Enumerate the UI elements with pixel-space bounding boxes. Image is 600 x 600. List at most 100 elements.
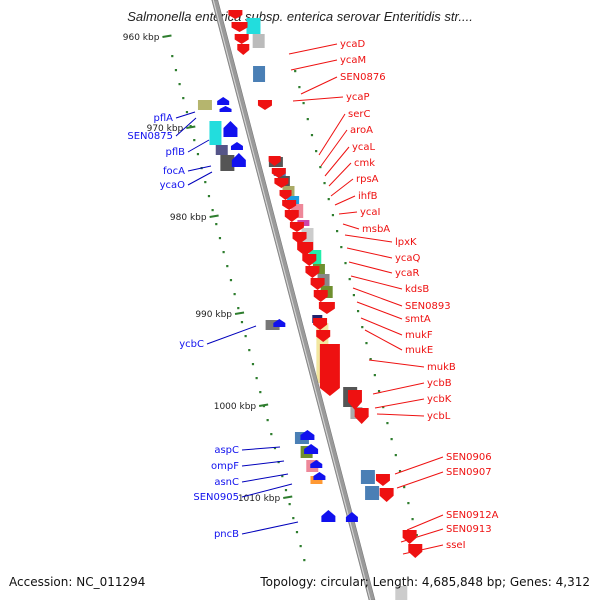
ruler-dot [207,195,211,198]
reverse-gene-arrow [305,266,320,278]
reverse-label-leader [368,359,425,368]
reverse-label-leader [402,544,444,555]
reverse-gene-label: ycbL [427,411,451,422]
ruler-major-tick [186,125,196,129]
forward-gene-arrow [345,512,358,522]
reverse-gene-label: ycbK [427,394,452,405]
feature-block [215,145,228,155]
feature-block [209,121,222,145]
reverse-gene-label: msbA [362,224,390,235]
forward-gene-label: ompF [211,461,239,472]
forward-label-leader [241,446,281,451]
forward-gene-arrow [313,472,326,480]
gene-labels: ycaD ycaM SEN0876 ycaP serC aroA ycaL cmk rpsA ih… [127,39,499,555]
reverse-label-leader [290,59,338,71]
reverse-gene-label: ycaM [340,55,366,66]
reverse-label-leader [320,129,348,167]
forward-gene-label: asnC [214,477,239,488]
ruler-dot [174,69,178,72]
ruler-dot [233,293,236,296]
ruler-dot-right [315,150,318,153]
ruler-dot [204,181,207,184]
reverse-label-leader [372,382,425,395]
forward-label-leader [241,473,289,483]
forward-gene-arrow [217,97,230,105]
ruler-dot-right [319,166,322,169]
ruler-dot [244,335,247,338]
reverse-label-leader [318,113,346,156]
forward-gene-arrow [231,153,246,167]
reverse-gene-arrow [379,488,394,502]
reverse-gene-arrow [310,278,325,290]
forward-gene-label: focA [163,166,185,177]
reverse-gene-arrow [375,474,390,486]
reverse-label-leader [292,96,344,102]
reverse-gene-label: mukB [427,362,456,373]
ruler-dot [237,307,240,310]
feature-block [265,320,280,330]
reverse-gene-arrow [228,10,243,19]
feature-block [253,66,266,82]
forward-gene-label: pncB [214,529,239,540]
reverse-gene-label: ycbB [427,378,452,389]
reverse-label-leader [400,528,444,543]
forward-gene-label: ycbC [179,339,204,350]
ruler-dot-right [407,502,410,505]
reverse-gene-arrow [316,330,331,342]
reverse-label-leader [300,76,338,95]
ruler-dot-right [294,70,297,73]
feature-block [246,18,261,34]
ruler-dot-right [377,390,381,393]
ruler-dot [299,545,302,548]
ruler-label: 980 kbp [170,213,207,223]
reverse-gene-arrow [402,530,417,544]
reverse-gene-label: SEN0913 [446,524,492,535]
reverse-gene-arrow [279,190,292,200]
forward-gene-arrow [300,430,315,440]
ruler-dot [218,237,222,240]
reverse-label-leader [374,398,425,409]
forward-label-leader [175,117,197,137]
reverse-gene-label: ycaL [352,142,376,153]
ruler-label: 1010 kbp [238,494,281,504]
reverse-label-leader [376,413,425,417]
ruler-major-tick [209,214,219,218]
forward-label-leader [187,171,213,186]
feature-block [395,586,408,600]
ruler-dot [240,321,244,324]
forward-label-leader [241,483,293,498]
reverse-gene-arrow [282,200,297,210]
reverse-label-leader [352,287,403,307]
forward-gene-arrow [223,121,238,137]
reverse-gene-arrow [302,254,317,266]
feature-block [197,100,212,110]
ruler-major-tick [162,34,172,38]
reverse-gene-label: ycaR [395,268,420,279]
forward-gene-arrow [219,106,232,112]
reverse-gene-label: kdsB [405,284,429,295]
ruler-dot [215,223,218,226]
backbone-highlight [212,0,371,600]
ruler-dot-right [361,326,364,329]
reverse-label-leader [324,146,350,177]
reverse-gene-label: SEN0893 [405,301,451,312]
ruler-dot [222,251,225,254]
ruler-dot [189,125,192,128]
forward-gene-label: ycaO [160,180,186,191]
reverse-gene-arrow [289,222,304,232]
ruler-dot-right [386,422,389,425]
reverse-label-leader [344,234,393,243]
reverse-gene-label: smtA [405,314,431,325]
ruler-dot [182,97,185,100]
forward-gene-label: SEN0875 [127,131,173,142]
accession-text: Accession: NC_011294 [9,575,146,589]
forward-gene-label: aspC [214,445,239,456]
reverse-label-leader [338,211,358,215]
ruler-dot-right [348,278,351,281]
reverse-label-leader [328,162,352,187]
ruler-dot-right [306,118,309,121]
reverse-gene-arrow [292,232,307,244]
reverse-label-leader [364,329,403,351]
ruler-dot-right [298,86,301,89]
